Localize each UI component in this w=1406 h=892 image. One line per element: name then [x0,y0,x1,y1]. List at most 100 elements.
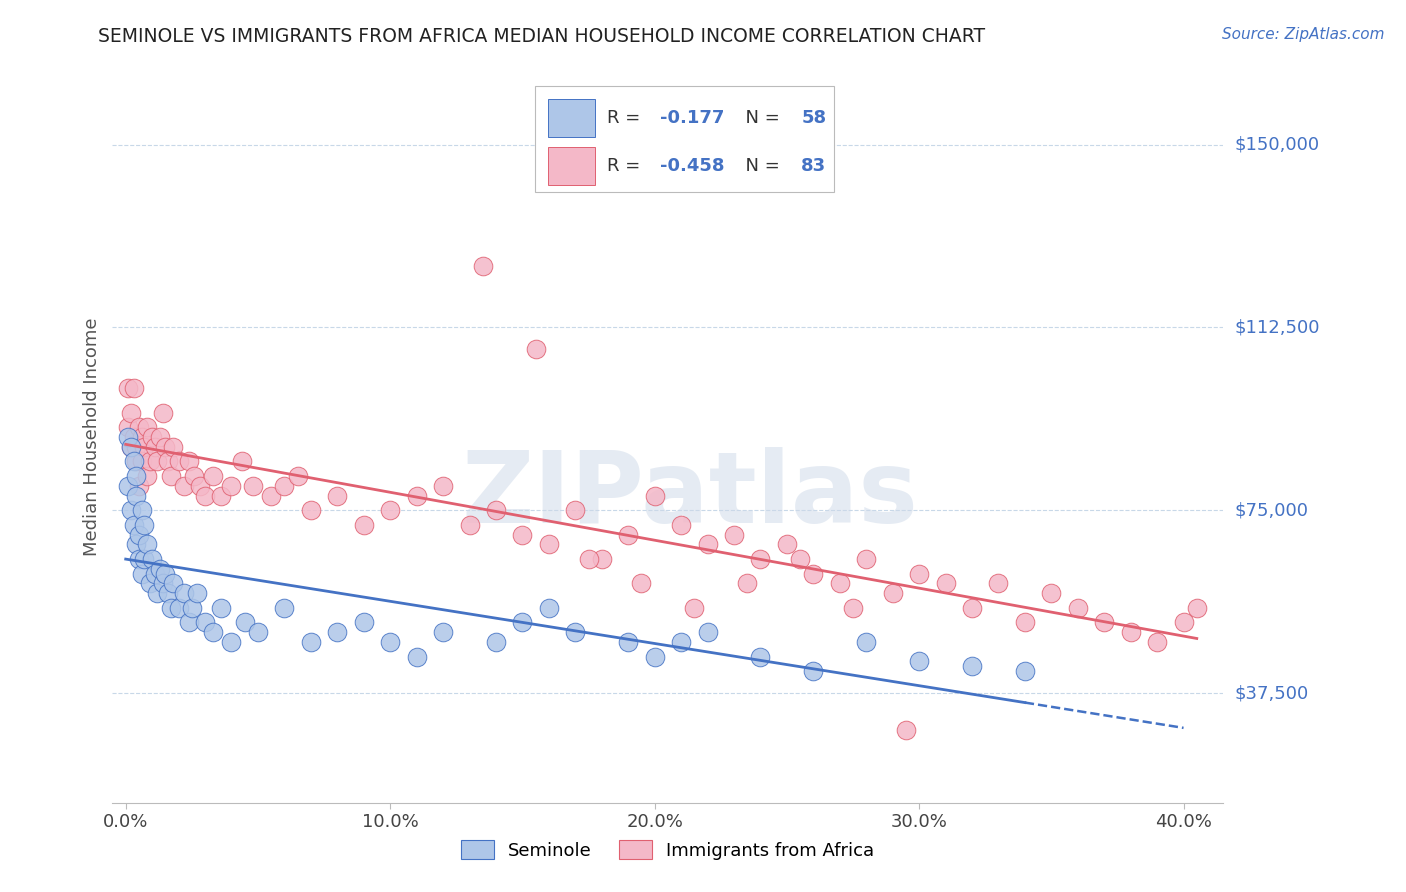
Point [231,454,253,468]
Point [128,420,150,434]
Point [122,430,145,444]
Point [696,625,718,640]
Point [155,440,177,454]
Point [221,635,243,649]
Point [405,489,427,503]
Point [512,527,534,541]
Point [120,503,142,517]
Point [179,454,201,468]
Point [152,576,174,591]
Point [537,537,560,551]
Point [960,600,983,615]
Point [564,625,586,640]
Point [1173,615,1195,630]
Point [432,479,454,493]
Point [578,552,600,566]
Point [162,576,184,591]
Point [134,552,156,566]
Text: $75,000: $75,000 [1234,501,1309,519]
Point [173,479,195,493]
Point [157,454,180,468]
Point [131,454,153,468]
Point [117,420,139,434]
Point [380,635,402,649]
Point [138,454,160,468]
Point [117,430,139,444]
Point [326,489,349,503]
Point [855,552,877,566]
Point [246,625,269,640]
Point [141,430,163,444]
Point [209,489,232,503]
Point [120,440,142,454]
Point [894,723,917,737]
Point [1014,615,1036,630]
Point [131,430,153,444]
Point [131,503,153,517]
Point [201,469,224,483]
Text: SEMINOLE VS IMMIGRANTS FROM AFRICA MEDIAN HOUSEHOLD INCOME CORRELATION CHART: SEMINOLE VS IMMIGRANTS FROM AFRICA MEDIA… [98,27,986,45]
Point [524,343,547,357]
Point [122,454,145,468]
Point [233,615,256,630]
Point [242,479,264,493]
Point [186,586,208,600]
Point [326,625,349,640]
Point [882,586,904,600]
Point [749,649,772,664]
Point [167,454,190,468]
Point [159,469,181,483]
Text: ZIPatlas: ZIPatlas [461,447,918,544]
Point [683,600,706,615]
Text: 83: 83 [801,157,827,175]
Point [152,406,174,420]
Point [155,566,177,581]
Point [564,503,586,517]
Point [828,576,851,591]
Point [149,430,172,444]
Point [960,659,983,673]
Text: 58: 58 [801,109,827,128]
Point [934,576,956,591]
Point [723,527,745,541]
FancyBboxPatch shape [548,99,595,137]
Point [167,600,190,615]
Point [122,517,145,532]
Point [1146,635,1168,649]
Point [669,517,692,532]
Point [125,440,148,454]
Point [471,260,494,274]
Point [194,489,217,503]
Point [1014,664,1036,678]
Text: $112,500: $112,500 [1234,318,1320,336]
Point [1092,615,1115,630]
Point [735,576,758,591]
Point [432,625,454,640]
Point [117,381,139,395]
Point [644,649,666,664]
Point [131,566,153,581]
Text: N =: N = [734,109,786,128]
Point [353,615,375,630]
Point [669,635,692,649]
Point [125,537,148,551]
Point [537,600,560,615]
Point [644,489,666,503]
Point [183,469,205,483]
Point [696,537,718,551]
Point [134,517,156,532]
Text: $150,000: $150,000 [1234,136,1319,153]
Point [749,552,772,566]
Point [138,576,160,591]
Point [180,600,202,615]
Point [908,566,931,581]
Point [1040,586,1063,600]
Point [188,479,211,493]
Point [146,586,169,600]
Point [287,469,309,483]
Point [260,489,283,503]
Point [120,440,142,454]
Point [617,527,640,541]
Point [117,479,139,493]
Point [134,440,156,454]
